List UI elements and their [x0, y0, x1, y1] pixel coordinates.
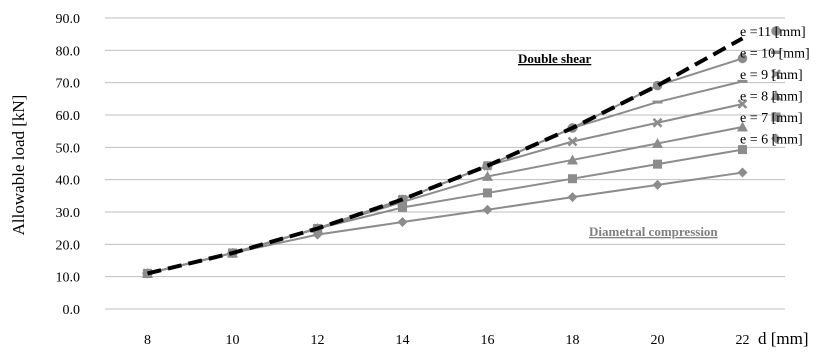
data-point [652, 100, 663, 104]
y-tick-labels: 0.0 10.0 20.0 30.0 40.0 50.0 60.0 70.0 80.0 90.0 [56, 12, 81, 318]
y-tick-label: 90.0 [56, 12, 81, 27]
data-point [482, 170, 493, 181]
y-tick-label: 80.0 [56, 44, 81, 59]
data-point [482, 204, 493, 215]
y-tick-label: 0.0 [63, 303, 81, 318]
data-point [770, 90, 782, 100]
data-point [737, 79, 748, 83]
x-tick-label: 8 [144, 333, 151, 348]
data-point [398, 202, 407, 212]
y-tick-label: 30.0 [56, 206, 81, 221]
data-point [771, 51, 781, 54]
data-point [738, 145, 747, 155]
data-point [771, 133, 781, 144]
data-point [653, 159, 662, 169]
data-point [652, 117, 663, 128]
data-point [771, 69, 781, 79]
y-tick-label: 10.0 [56, 271, 81, 286]
legend-label: e = 9 [mm] [740, 68, 803, 83]
legend-label: e = 7 [mm] [740, 111, 803, 126]
legend-label: e = 10 [mm] [740, 47, 810, 62]
data-point [568, 174, 577, 184]
legend-label: e =11 [mm] [740, 25, 806, 40]
data-point [771, 26, 781, 36]
data-point [483, 188, 492, 198]
x-axis-label: d [mm] [758, 329, 809, 348]
x-tick-label: 10 [226, 333, 240, 348]
data-point [652, 179, 663, 190]
x-tick-label: 22 [736, 333, 750, 348]
data-point [771, 112, 781, 122]
data-point [397, 217, 408, 228]
data-point [737, 53, 748, 64]
series-line [147, 171, 743, 275]
x-tick-label: 16 [481, 333, 495, 348]
x-tick-label: 20 [651, 333, 665, 348]
series-group [142, 36, 748, 279]
data-point [737, 121, 748, 132]
x-tick-labels: 8 10 12 14 16 18 20 22 [144, 333, 750, 348]
gridlines [105, 17, 785, 310]
legend-label: e = 6 [mm] [740, 133, 803, 148]
data-point [737, 99, 748, 109]
legend: e =11 [mm] e = 10 [mm] e = 9 [mm] e = 8 [mm… [740, 25, 810, 148]
x-tick-label: 18 [566, 333, 580, 348]
y-tick-label: 70.0 [56, 77, 81, 92]
annotation-double-shear: Double shear [518, 51, 592, 66]
data-point [567, 136, 578, 147]
data-point [652, 137, 663, 148]
data-point [567, 192, 578, 203]
x-tick-label: 14 [396, 333, 410, 348]
y-axis-label: Allowable load [kN] [9, 95, 28, 236]
y-tick-label: 60.0 [56, 109, 81, 124]
annotation-diametral-compression: Diametral compression [589, 224, 718, 239]
legend-label: e = 8 [mm] [740, 90, 803, 105]
series-line [147, 36, 744, 276]
y-tick-label: 20.0 [56, 238, 81, 253]
data-point [737, 167, 748, 178]
y-tick-label: 40.0 [56, 174, 81, 189]
data-point [567, 154, 578, 165]
x-tick-label: 12 [311, 333, 325, 348]
y-tick-label: 50.0 [56, 141, 81, 156]
